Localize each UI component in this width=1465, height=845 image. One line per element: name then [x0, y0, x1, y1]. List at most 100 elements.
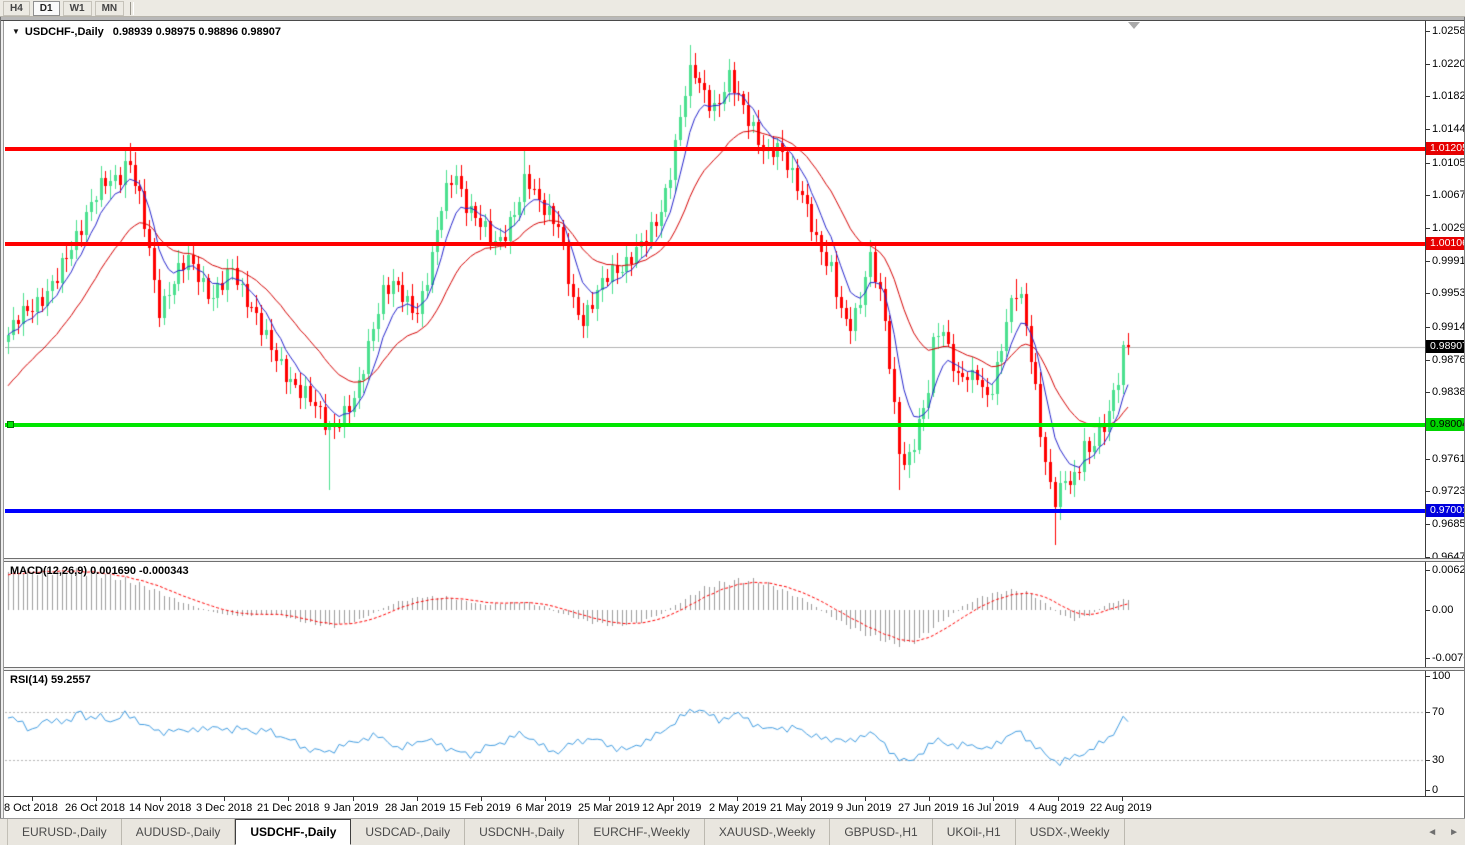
rsi-indicator-label: RSI(14) 59.2557 [10, 674, 91, 686]
timeframe-button-w1[interactable]: W1 [62, 0, 92, 16]
time-tick-11 [737, 797, 738, 801]
price-axis[interactable]: 1.02580 1.02200 1.01820 1.01440 1.01050 1.006… [1426, 21, 1465, 796]
date-label-17: 22 Aug 2019 [1090, 802, 1152, 814]
tab-scroll-left-icon[interactable]: ◄ [1427, 826, 1438, 838]
macd-tick-0.006286: 0.006286 [1432, 564, 1465, 576]
tab-gbpusd-h1[interactable]: GBPUSD-,H1 [830, 819, 933, 845]
resistance-line-upper[interactable] [5, 147, 1425, 151]
time-tick-8 [545, 797, 546, 801]
price-tick-0.98380-tick [1426, 392, 1430, 393]
pane-separator-rsi[interactable] [0, 667, 1465, 671]
tab-usdchf-daily[interactable]: USDCHF-,Daily [235, 819, 352, 845]
macd-indicator-label: MACD(12,26,9) 0.001690 -0.000343 [10, 565, 189, 577]
price-tick-1.02580-tick [1426, 31, 1430, 32]
window-frame-left-light [1, 21, 3, 818]
macd-tick--0.00762-tick [1426, 658, 1430, 659]
time-tick-5 [353, 797, 354, 801]
tab-usdx-weekly[interactable]: USDX-,Weekly [1016, 819, 1125, 845]
time-tick-16 [1058, 797, 1059, 801]
tab-usdcad-daily[interactable]: USDCAD-,Daily [351, 819, 466, 845]
support-line-blue-tag: 0.97001 [1426, 504, 1465, 517]
tab-audusd-daily[interactable]: AUDUSD-,Daily [122, 819, 236, 845]
rsi-tick-0: 0 [1432, 784, 1439, 796]
price-tick-0.97610-tick [1426, 459, 1430, 460]
tab-eurusd-daily[interactable]: EURUSD-,Daily [8, 819, 122, 845]
tab-eurchf-weekly[interactable]: EURCHF-,Weekly [579, 819, 705, 845]
current-price-line-tag: 0.98907 [1426, 340, 1465, 353]
price-tick-1.00290-tick [1426, 228, 1430, 229]
rsi-tick-70: 70 [1432, 706, 1445, 718]
chart-shift-marker-icon[interactable] [1128, 22, 1140, 29]
price-axis-border [1425, 21, 1426, 796]
date-label-1: 26 Oct 2018 [65, 802, 125, 814]
tab-xauusd-weekly[interactable]: XAUUSD-,Weekly [705, 819, 831, 845]
time-tick-2 [160, 797, 161, 801]
time-tick-17 [1122, 797, 1123, 801]
price-tick-0.99140-tick [1426, 327, 1430, 328]
price-tick-1.00670-tick [1426, 195, 1430, 196]
support-line-green-handle[interactable] [7, 421, 14, 428]
support-line-green[interactable] [5, 423, 1425, 427]
window-frame-left [0, 17, 1, 818]
price-tick-0.98760-tick [1426, 360, 1430, 361]
date-label-0: 8 Oct 2018 [4, 802, 58, 814]
timeframe-button-d1[interactable]: D1 [32, 0, 60, 16]
date-label-13: 9 Jun 2019 [837, 802, 892, 814]
time-tick-15 [993, 797, 994, 801]
price-tick-1.01440: 1.01440 [1432, 123, 1465, 135]
date-label-4: 21 Dec 2018 [257, 802, 320, 814]
date-label-6: 28 Jan 2019 [385, 802, 446, 814]
time-axis[interactable]: 8 Oct 2018 26 Oct 2018 14 Nov 2018 3 Dec 20… [0, 796, 1465, 818]
date-label-15: 16 Jul 2019 [962, 802, 1019, 814]
symbol-dropdown-icon[interactable]: ▼ [12, 27, 20, 36]
price-tick-1.02200: 1.02200 [1432, 58, 1465, 70]
tab-scroll-right-icon[interactable]: ► [1449, 826, 1459, 838]
time-tick-7 [481, 797, 482, 801]
macd-tick--0.00762: -0.00762 [1432, 652, 1465, 664]
price-tick-0.96470-tick [1426, 557, 1430, 558]
timeframe-button-mn[interactable]: MN [94, 0, 125, 16]
date-label-8: 6 Mar 2019 [516, 802, 572, 814]
date-label-5: 9 Jan 2019 [324, 802, 379, 814]
price-tick-1.01050: 1.01050 [1432, 157, 1465, 169]
price-tick-1.02200-tick [1426, 64, 1430, 65]
resistance-line-lower-tag: 1.00106 [1426, 237, 1465, 250]
price-tick-1.01440-tick [1426, 129, 1430, 130]
rsi-tick-0-tick [1426, 790, 1430, 791]
rsi-tick-70-tick [1426, 712, 1430, 713]
price-tick-0.99530-tick [1426, 293, 1430, 294]
time-tick-1 [96, 797, 97, 801]
rsi-tick-30-tick [1426, 760, 1430, 761]
price-tick-1.00670: 1.00670 [1432, 189, 1465, 201]
price-tick-1.01820-tick [1426, 96, 1430, 97]
date-label-10: 12 Apr 2019 [642, 802, 702, 814]
timeframe-toolbar: H4 D1 W1 MN [0, 0, 1465, 17]
resistance-line-lower[interactable] [5, 242, 1425, 246]
chart-title: ▼ USDCHF-,Daily 0.98939 0.98975 0.98896 0.… [12, 26, 281, 38]
timeframe-button-h4[interactable]: H4 [3, 0, 30, 16]
date-label-14: 27 Jun 2019 [898, 802, 959, 814]
date-label-7: 15 Feb 2019 [449, 802, 511, 814]
price-chart-canvas[interactable] [0, 0, 1465, 818]
tab-ukoil-h1[interactable]: UKOil-,H1 [933, 819, 1016, 845]
chart-tab-bar: EURUSD-,Daily AUDUSD-,Daily USDCHF-,Daily U… [0, 818, 1465, 845]
date-label-2: 14 Nov 2018 [129, 802, 192, 814]
macd-tick-0.006286-tick [1426, 570, 1430, 571]
tab-usdcnh-daily[interactable]: USDCNH-,Daily [465, 819, 580, 845]
tab-bar-lead-separator [0, 819, 8, 845]
time-tick-3 [224, 797, 225, 801]
support-line-blue[interactable] [5, 509, 1425, 513]
rsi-tick-100: 100 [1432, 670, 1451, 682]
time-tick-14 [929, 797, 930, 801]
chart-symbol-label: USDCHF-,Daily [24, 26, 104, 38]
pane-separator-macd[interactable] [0, 558, 1465, 562]
date-label-12: 21 May 2019 [770, 802, 834, 814]
time-tick-0 [32, 797, 33, 801]
price-tick-1.02580: 1.02580 [1432, 25, 1465, 37]
